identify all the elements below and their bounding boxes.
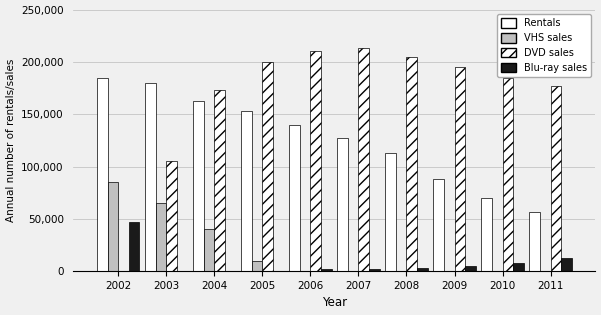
Bar: [289, 125, 300, 271]
Bar: [433, 179, 444, 271]
Bar: [454, 67, 465, 271]
Y-axis label: Annual number of rentals/sales: Annual number of rentals/sales: [5, 59, 16, 222]
Bar: [145, 83, 156, 271]
Bar: [108, 182, 118, 271]
Bar: [358, 48, 369, 271]
Bar: [156, 203, 166, 271]
Bar: [321, 269, 332, 271]
Bar: [385, 153, 396, 271]
Bar: [252, 261, 263, 271]
Bar: [166, 161, 177, 271]
Bar: [241, 111, 252, 271]
Bar: [529, 211, 540, 271]
Bar: [337, 138, 348, 271]
Bar: [263, 62, 273, 271]
X-axis label: Year: Year: [322, 296, 347, 309]
Bar: [561, 258, 572, 271]
Bar: [513, 263, 523, 271]
Bar: [311, 51, 321, 271]
Bar: [369, 269, 380, 271]
Bar: [215, 90, 225, 271]
Bar: [551, 86, 561, 271]
Bar: [129, 222, 139, 271]
Legend: Rentals, VHS sales, DVD sales, Blu-ray sales: Rentals, VHS sales, DVD sales, Blu-ray s…: [497, 14, 591, 77]
Bar: [465, 266, 475, 271]
Bar: [502, 77, 513, 271]
Bar: [406, 57, 417, 271]
Bar: [194, 100, 204, 271]
Bar: [204, 229, 215, 271]
Bar: [97, 77, 108, 271]
Bar: [481, 198, 492, 271]
Bar: [417, 268, 428, 271]
